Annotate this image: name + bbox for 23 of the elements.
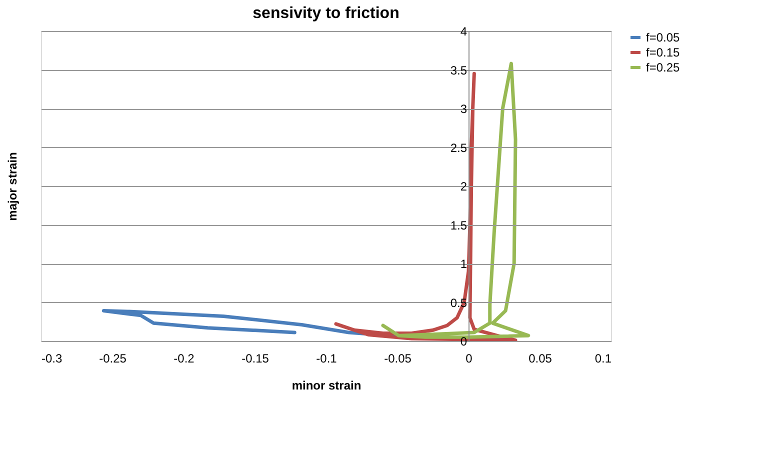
x-tick-label: -0.15: [242, 352, 270, 366]
x-tick-label: -0.1: [316, 352, 338, 366]
line-series: [381, 62, 530, 339]
legend-label: f=0.25: [646, 60, 680, 74]
legend-label: f=0.15: [646, 46, 680, 60]
x-tick-label: -0.25: [99, 352, 127, 366]
chart-title: sensivity to friction: [252, 5, 400, 22]
y-tick-label: 4: [460, 24, 468, 38]
y-tick-label: 1: [460, 257, 468, 271]
x-tick-label: -0.3: [42, 352, 63, 366]
y-tick-label: 3: [460, 102, 468, 116]
y-tick-label: 3.5: [450, 63, 468, 78]
x-tick-label: 0.1: [594, 352, 612, 366]
y-tick-label: 2.5: [450, 140, 468, 155]
y-tick-label: 2: [460, 180, 468, 194]
x-tick-label: -0.2: [174, 352, 195, 366]
x-axis-title: minor strain: [292, 378, 362, 392]
y-tick-label: 1.5: [450, 218, 468, 232]
x-tick-label: -0.05: [384, 352, 412, 366]
legend-label: f=0.05: [646, 30, 680, 44]
y-tick-label: 0.5: [450, 296, 468, 310]
x-tick-label: 0.05: [528, 352, 552, 366]
y-axis-title: major strain: [6, 152, 20, 221]
